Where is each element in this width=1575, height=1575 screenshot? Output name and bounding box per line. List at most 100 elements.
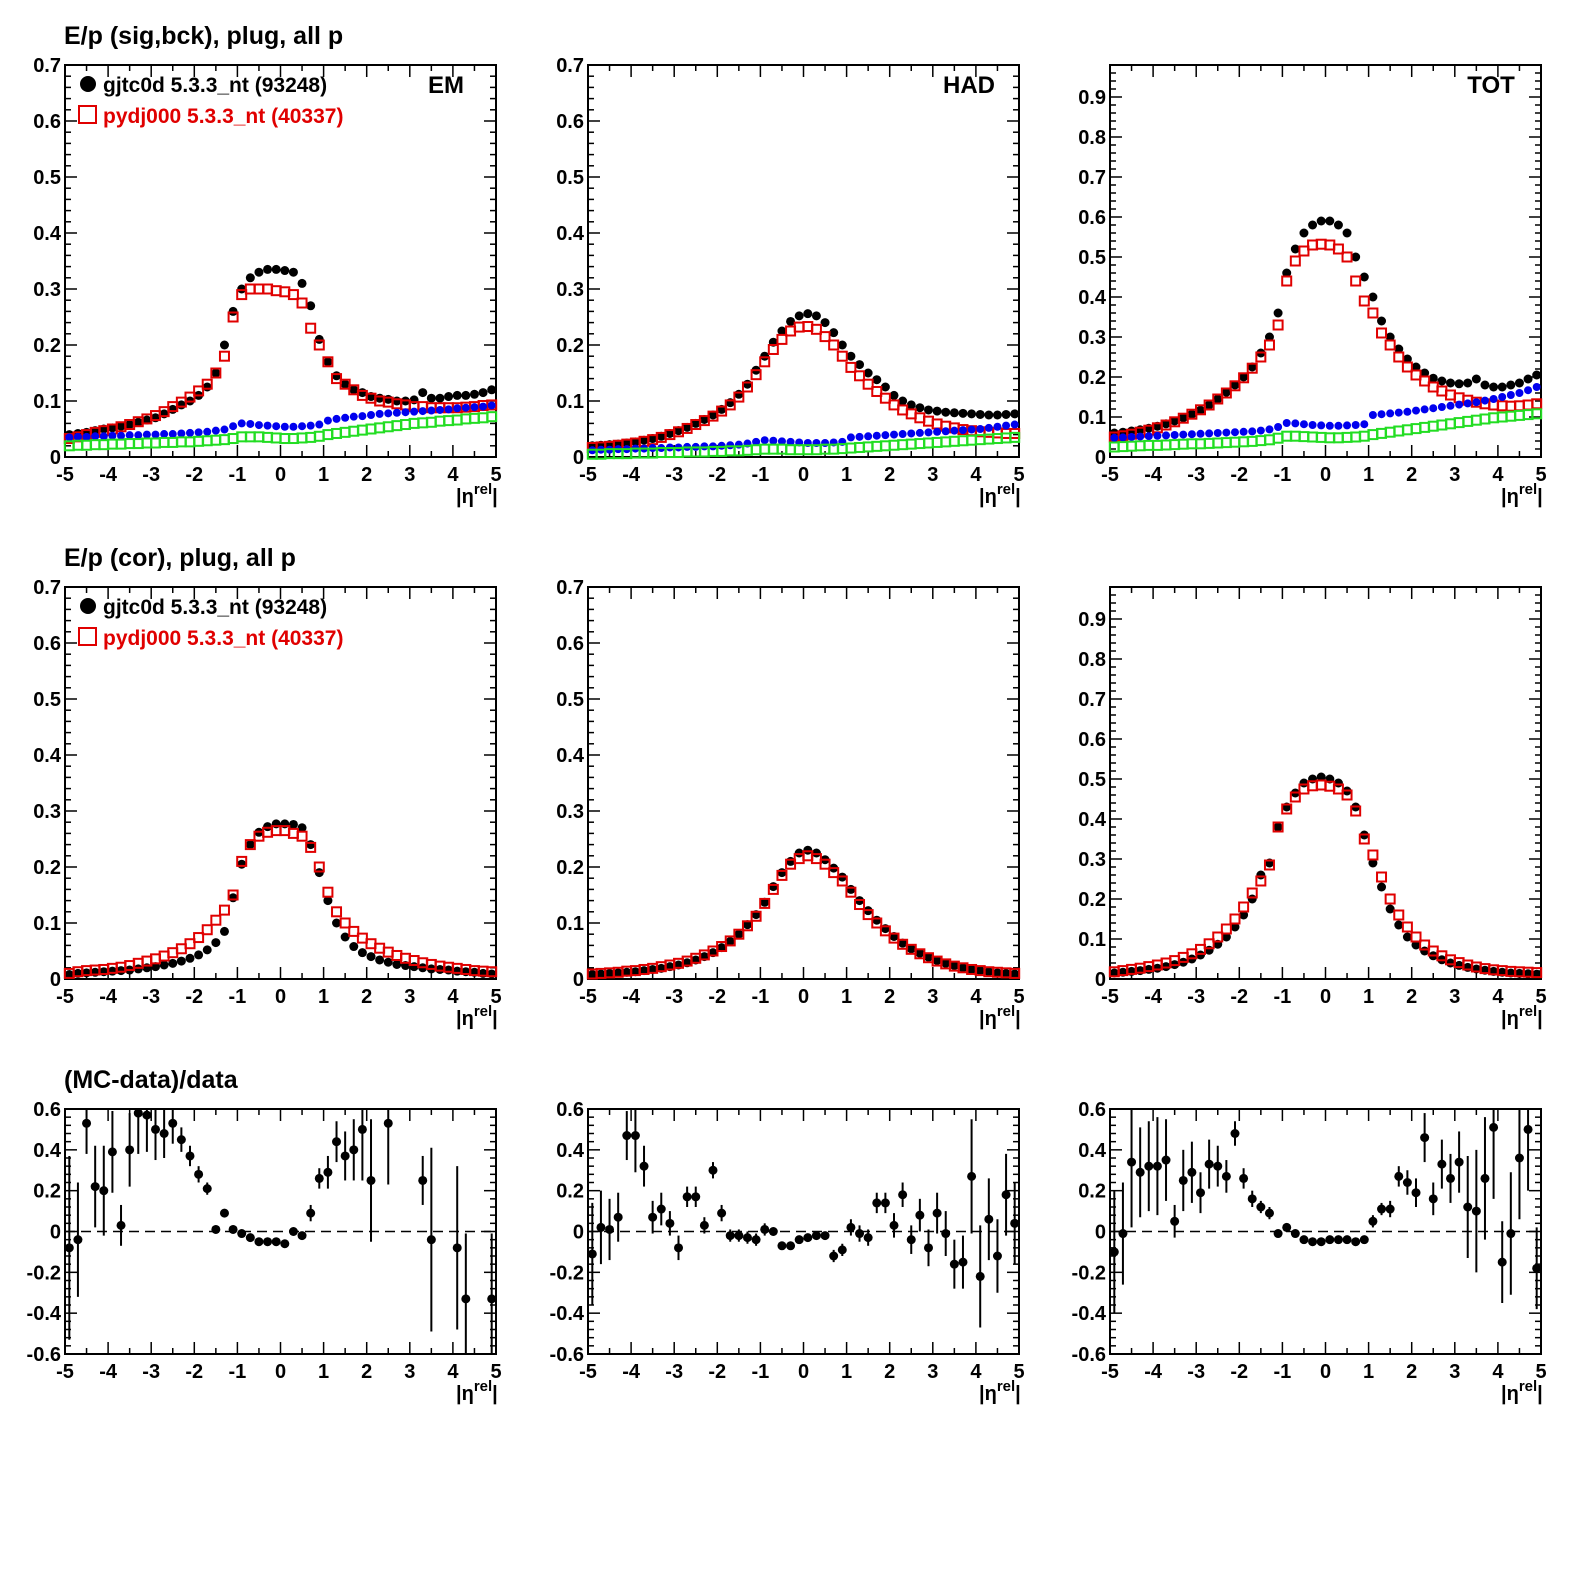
ratio-point xyxy=(1273,1229,1283,1239)
mc-point xyxy=(1246,362,1258,374)
legend-data-label-top: gjtc0d 5.3.3_nt (93248) xyxy=(103,74,327,97)
y-tick-label: 0.2 xyxy=(33,335,61,357)
data-point xyxy=(306,301,316,311)
mc-point xyxy=(767,883,779,895)
y-tick-label: 0.4 xyxy=(1078,287,1107,309)
data-bck-point xyxy=(444,405,453,414)
data-bck-point xyxy=(1446,401,1455,410)
data-point xyxy=(340,379,350,389)
ratio-point xyxy=(639,1161,649,1171)
x-tick-label: -2 xyxy=(708,986,726,1008)
mc-point xyxy=(1281,803,1293,815)
x-tick-label: 1 xyxy=(1363,464,1374,486)
data-bck-point xyxy=(1144,432,1153,441)
data-point xyxy=(116,966,126,976)
x-tick-label: 5 xyxy=(1013,986,1024,1008)
y-tick-label: 0.4 xyxy=(33,1140,62,1162)
data-point xyxy=(880,382,890,392)
ratio-point xyxy=(228,1224,238,1234)
data-point xyxy=(418,388,428,398)
data-point xyxy=(487,385,497,395)
data-bck-point xyxy=(1532,383,1541,391)
x-tick-label: 1 xyxy=(318,1361,329,1383)
ratio-point xyxy=(323,1167,333,1177)
y-tick-label: -0.6 xyxy=(27,1344,61,1366)
data-bck-point xyxy=(1187,430,1196,439)
data-bck-point xyxy=(1118,433,1127,442)
data-bck-point xyxy=(1463,399,1472,408)
data-point xyxy=(889,390,899,400)
data-point xyxy=(1385,332,1395,342)
ratio-point xyxy=(682,1192,692,1202)
data-point xyxy=(426,393,436,403)
data-point xyxy=(682,422,692,432)
ratio-point xyxy=(1385,1204,1395,1214)
data-point xyxy=(288,819,298,829)
ratio-point xyxy=(829,1251,839,1261)
data-bck-point xyxy=(726,441,735,450)
data-bck-point xyxy=(203,427,212,436)
y-tick-label: -0.2 xyxy=(27,1262,61,1284)
mc-point xyxy=(339,378,351,390)
data-bck-point xyxy=(717,441,726,450)
data-bck-point xyxy=(907,429,916,438)
data-bck-point xyxy=(1480,396,1489,405)
x-tick-label: -4 xyxy=(99,986,118,1008)
x-tick-label: -5 xyxy=(56,464,74,486)
ratio-point xyxy=(288,1227,298,1236)
data-point xyxy=(742,920,752,930)
panel-6: -5 -4 -3 -2 -1 0 1 2 3 4 5 -0.6 -0.4 -0.2 0 0.2 0.4 0.6 |η… xyxy=(27,1099,502,1405)
ratio-point xyxy=(613,1212,623,1222)
x-tick-label: 1 xyxy=(318,464,329,486)
data-bck-point xyxy=(177,429,186,438)
y-tick-label: 0.2 xyxy=(556,335,584,357)
y-tick-label: 0.2 xyxy=(1078,1181,1106,1203)
data-point xyxy=(587,970,597,980)
x-tick-label: -4 xyxy=(99,1361,118,1383)
ratio-point xyxy=(1135,1167,1145,1177)
y-tick-label: 0.5 xyxy=(33,689,61,711)
ratio-point xyxy=(906,1235,916,1245)
mc-point xyxy=(776,869,788,881)
mc-point xyxy=(819,858,831,870)
data-bck-point xyxy=(367,411,376,419)
data-point xyxy=(630,437,640,447)
mc-point xyxy=(854,370,866,382)
ratio-point xyxy=(1420,1133,1430,1143)
mc-point xyxy=(1009,967,1021,979)
y-tick-label: 0.1 xyxy=(556,913,584,935)
data-bck-point xyxy=(958,426,967,435)
x-tick-label: 4 xyxy=(1492,1361,1504,1383)
x-tick-label: 0 xyxy=(798,464,809,486)
ratio-point xyxy=(742,1233,752,1243)
x-axis-label: |ηrel| xyxy=(456,1378,498,1405)
data-bck-point xyxy=(821,439,830,447)
y-tick-label: 0 xyxy=(50,969,61,991)
data-point xyxy=(323,357,333,367)
x-tick-label: 4 xyxy=(447,1361,459,1383)
legend-data-marker xyxy=(80,76,96,92)
ratio-point xyxy=(357,1124,367,1134)
data-bck-point xyxy=(160,430,169,439)
y-tick-label: 0.6 xyxy=(33,111,61,133)
data-point xyxy=(151,962,161,972)
data-point xyxy=(1273,822,1283,832)
ratio-point xyxy=(1144,1161,1154,1171)
x-tick-label: 1 xyxy=(841,464,852,486)
data-bck-point xyxy=(1213,429,1222,437)
y-tick-label: 0.2 xyxy=(33,1181,61,1203)
x-tick-label: -2 xyxy=(185,464,203,486)
data-bck-point xyxy=(73,432,82,441)
data-bck-point xyxy=(1515,389,1524,397)
ratio-point xyxy=(605,1224,615,1234)
x-tick-label: -4 xyxy=(622,1361,641,1383)
data-bck-point xyxy=(108,431,117,440)
panel-8: -5 -4 -3 -2 -1 0 1 2 3 4 5 -0.6 -0.4 -0.2 0 0.2 0.4 0.6 |η… xyxy=(1072,1099,1547,1405)
data-point xyxy=(219,340,229,350)
mc-point xyxy=(1376,327,1388,339)
data-bck-point xyxy=(1334,421,1343,430)
data-point xyxy=(211,938,221,948)
data-point xyxy=(1221,932,1231,942)
y-tick-label: 0.6 xyxy=(1078,207,1106,229)
legend-top: gjtc0d 5.3.3_nt (93248) pydj000 5.3.3_nt… xyxy=(78,74,343,128)
